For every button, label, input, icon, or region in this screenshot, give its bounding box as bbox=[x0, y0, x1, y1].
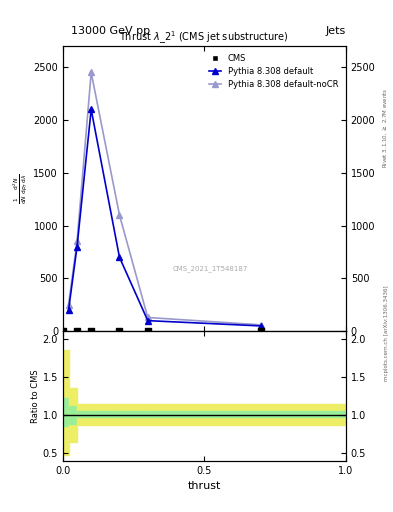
CMS bbox=[60, 327, 66, 335]
Legend: CMS, Pythia 8.308 default, Pythia 8.308 default-noCR: CMS, Pythia 8.308 default, Pythia 8.308 … bbox=[205, 50, 342, 92]
Pythia 8.308 default bbox=[259, 323, 263, 329]
Y-axis label: Ratio to CMS: Ratio to CMS bbox=[31, 369, 40, 423]
Pythia 8.308 default bbox=[117, 254, 122, 260]
Line: Pythia 8.308 default: Pythia 8.308 default bbox=[65, 106, 264, 329]
Line: Pythia 8.308 default-noCR: Pythia 8.308 default-noCR bbox=[65, 69, 264, 328]
Text: CMS_2021_1T548187: CMS_2021_1T548187 bbox=[173, 265, 248, 272]
CMS bbox=[145, 327, 151, 335]
Title: Thrust $\lambda\_2^1$ (CMS jet substructure): Thrust $\lambda\_2^1$ (CMS jet substruct… bbox=[119, 30, 289, 46]
CMS bbox=[258, 327, 264, 335]
Pythia 8.308 default-noCR bbox=[145, 314, 150, 321]
Pythia 8.308 default-noCR bbox=[89, 70, 94, 76]
Pythia 8.308 default bbox=[66, 307, 71, 313]
Text: 13000 GeV pp: 13000 GeV pp bbox=[71, 26, 150, 36]
CMS bbox=[88, 327, 94, 335]
X-axis label: thrust: thrust bbox=[188, 481, 221, 491]
Pythia 8.308 default bbox=[75, 244, 79, 250]
Pythia 8.308 default-noCR bbox=[259, 322, 263, 328]
CMS bbox=[116, 327, 123, 335]
Text: mcplots.cern.ch [arXiv:1306.3436]: mcplots.cern.ch [arXiv:1306.3436] bbox=[384, 285, 389, 380]
Text: Jets: Jets bbox=[325, 26, 346, 36]
Text: Rivet 3.1.10, $\geq$ 2.7M events: Rivet 3.1.10, $\geq$ 2.7M events bbox=[382, 88, 389, 168]
Pythia 8.308 default-noCR bbox=[117, 212, 122, 218]
Pythia 8.308 default bbox=[89, 106, 94, 113]
CMS bbox=[74, 327, 80, 335]
Pythia 8.308 default-noCR bbox=[75, 239, 79, 245]
Pythia 8.308 default-noCR bbox=[66, 302, 71, 308]
Y-axis label: $\frac{1}{\mathrm{d}N}\,\frac{\mathrm{d}^2N}{\mathrm{d}p_T\,\mathrm{d}\lambda}$: $\frac{1}{\mathrm{d}N}\,\frac{\mathrm{d}… bbox=[13, 173, 31, 204]
Pythia 8.308 default bbox=[145, 317, 150, 324]
